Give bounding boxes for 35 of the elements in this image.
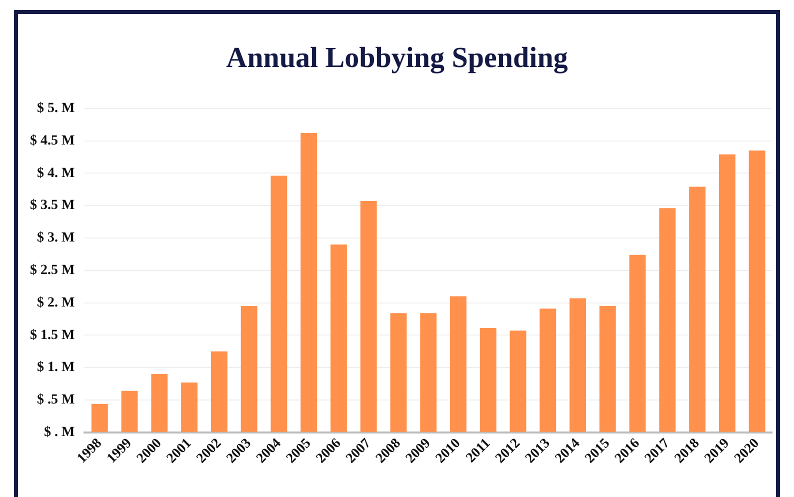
bar: [510, 330, 526, 432]
bar: [210, 351, 228, 432]
y-tick-label: $ 5. M: [36, 101, 75, 116]
bar: [659, 208, 676, 432]
bar: [240, 306, 258, 432]
bar: [390, 313, 407, 432]
bar: [570, 298, 586, 432]
bar: [748, 150, 766, 432]
bar: [181, 382, 198, 432]
y-tick-label: $ 2. M: [36, 295, 75, 310]
bar: [420, 313, 437, 432]
bar: [91, 404, 108, 432]
bar: [540, 308, 556, 432]
y-tick-label: $ 1.5 M: [30, 328, 75, 343]
bar: [300, 133, 318, 432]
y-tick-label: $ .5 M: [36, 392, 75, 408]
bar: [599, 306, 616, 432]
bar: [151, 374, 168, 432]
bar: [330, 244, 347, 432]
y-tick-label: $ 1. M: [36, 360, 75, 376]
bar: [718, 154, 736, 432]
bar: [270, 176, 288, 432]
bar: [629, 254, 646, 432]
chart-title: Annual Lobbying Spending: [225, 42, 569, 75]
bar: [360, 201, 377, 432]
y-tick-label: $ . M: [44, 424, 75, 440]
y-tick-label: $ 2.5 M: [30, 262, 75, 278]
y-tick-label: $ 3. M: [36, 230, 75, 246]
y-tick-label: $ 3.5 M: [30, 198, 75, 214]
bar: [121, 390, 138, 432]
bar: [450, 296, 466, 432]
bar: [480, 328, 496, 432]
bar: [689, 186, 706, 432]
y-tick-label: $ 4.5 M: [30, 133, 75, 148]
y-tick-label: $ 4. M: [36, 166, 75, 181]
